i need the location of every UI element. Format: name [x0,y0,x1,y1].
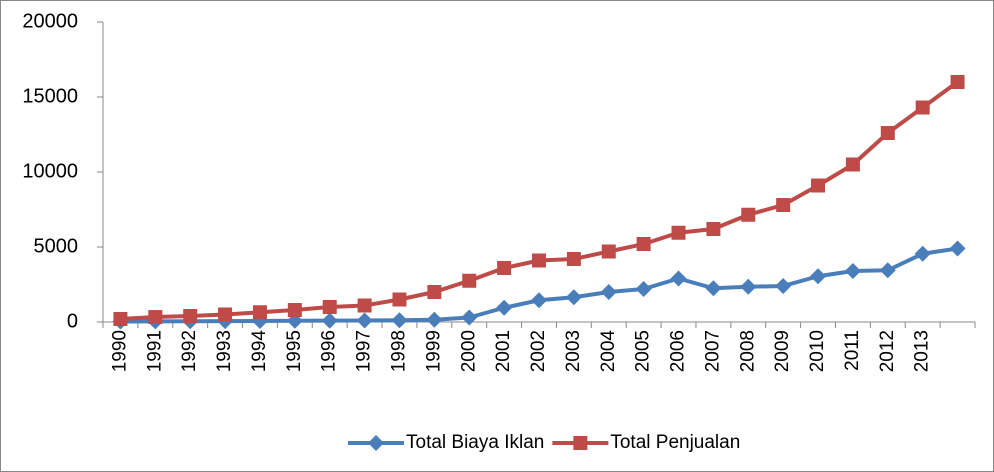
data-point [392,292,407,307]
data-point [368,435,384,451]
data-point [636,237,651,251]
data-point [566,252,581,266]
y-tick-label: 10000 [22,160,78,182]
data-point [565,289,582,306]
y-tick-label: 20000 [22,10,78,32]
y-tick-label: 5000 [34,235,79,257]
data-point [287,303,302,317]
x-tick-label: 1995 [284,330,305,372]
data-point [776,198,791,212]
data-point [949,240,966,257]
data-point [427,285,442,299]
y-tick-label: 0 [67,310,78,332]
data-point [706,222,721,236]
data-point [880,126,895,140]
data-point [357,298,372,313]
x-tick-label: 2011 [842,330,863,371]
data-point [218,307,233,322]
x-tick-label: 2006 [668,330,689,372]
data-point [113,312,128,326]
data-point [426,311,443,328]
data-point [635,281,652,297]
x-tick-label: 2000 [458,330,479,372]
x-tick-label: 2012 [877,330,898,372]
data-point [356,312,373,329]
x-tick-label: 2010 [807,330,828,372]
data-point [671,225,686,240]
data-point [705,280,722,297]
data-point [950,75,965,89]
x-tick-label: 1993 [214,330,235,372]
data-point [775,278,792,294]
x-tick-label: 2009 [772,330,793,372]
data-point [496,299,513,316]
x-tick-label: 2008 [737,330,758,372]
data-point [810,268,827,285]
x-tick-label: 1994 [249,330,270,373]
x-tick-label: 1997 [354,330,375,372]
data-point [844,263,861,279]
x-tick-label: 1992 [179,330,200,372]
data-point [670,270,687,287]
legend-label: Total Penjualan [610,432,740,453]
x-tick-label: 2005 [633,330,654,372]
y-tick-label: 15000 [22,85,78,107]
x-tick-label: 2013 [912,330,933,372]
data-point [183,309,198,323]
data-point [845,157,860,172]
legend-label: Total Biaya Iklan [406,432,544,453]
data-point [462,273,477,288]
data-point [497,261,512,275]
data-point [322,300,337,314]
data-point [915,100,930,115]
data-point [252,305,267,320]
data-point [601,244,616,259]
x-tick-label: 1990 [109,330,130,372]
data-point [391,312,408,329]
data-point [531,292,547,309]
x-tick-label: 2007 [702,330,723,372]
x-tick-label: 1996 [319,330,340,372]
data-point [573,436,588,450]
data-point [740,278,757,295]
data-point [600,284,617,300]
data-point [741,207,756,222]
x-tick-label: 2003 [563,330,584,372]
data-point [148,310,163,325]
data-point [879,262,896,279]
data-point [914,245,931,262]
data-point [811,178,826,193]
data-point [532,253,546,268]
x-tick-label: 1991 [144,330,165,372]
data-point [461,309,478,326]
x-tick-label: 1999 [423,330,444,372]
data-point [321,312,338,329]
x-tick-label: 2001 [493,330,514,372]
x-tick-label: 2002 [528,330,549,372]
x-tick-label: 2004 [598,330,619,373]
x-tick-label: 1998 [388,330,409,372]
